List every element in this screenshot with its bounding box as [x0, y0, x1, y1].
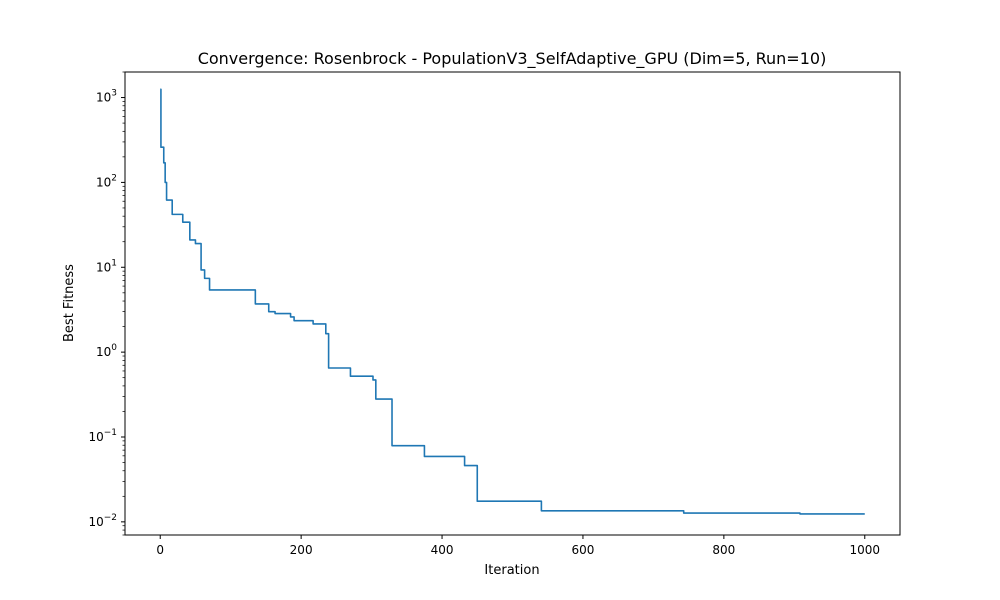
- x-tick-label: 1000: [849, 543, 880, 557]
- y-tick-label: 10−1: [88, 428, 117, 444]
- y-tick-label: 103: [96, 89, 117, 105]
- x-tick-label: 800: [712, 543, 735, 557]
- y-tick-label: 10−2: [88, 513, 117, 529]
- x-axis-label: Iteration: [484, 563, 539, 578]
- x-tick-label: 0: [156, 543, 164, 557]
- series-line: [160, 88, 865, 515]
- plot-area-frame: [124, 71, 901, 536]
- x-tick-label: 200: [290, 543, 313, 557]
- series-group: [160, 88, 865, 515]
- x-tick-label: 600: [572, 543, 595, 557]
- chart-title: Convergence: Rosenbrock - PopulationV3_S…: [198, 49, 827, 69]
- x-tick-label: 400: [431, 543, 454, 557]
- y-tick-label: 101: [96, 258, 117, 274]
- y-tick-label: 102: [96, 173, 117, 189]
- x-axis-ticks: 0 200 400 600 800 1000: [156, 535, 880, 557]
- y-axis-label: Best Fitness: [62, 264, 77, 342]
- y-tick-label: 100: [96, 343, 117, 359]
- y-axis-ticks: 10−2 10−1 100 101 102 103: [88, 71, 125, 536]
